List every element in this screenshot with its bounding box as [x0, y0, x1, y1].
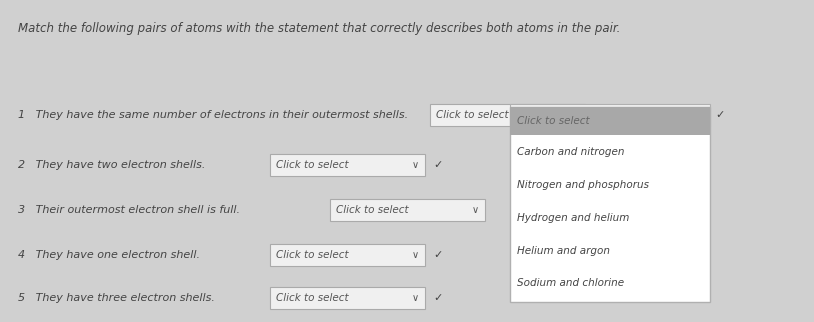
Text: Click to select: Click to select — [436, 110, 509, 120]
Text: ✓: ✓ — [433, 160, 443, 170]
Text: Click to select: Click to select — [276, 250, 348, 260]
Text: ✓: ✓ — [433, 250, 443, 260]
FancyBboxPatch shape — [510, 104, 710, 126]
Text: Match the following pairs of atoms with the statement that correctly describes b: Match the following pairs of atoms with … — [18, 22, 620, 35]
Text: ∨: ∨ — [571, 110, 579, 120]
FancyBboxPatch shape — [270, 287, 425, 309]
Text: 2   They have two electron shells.: 2 They have two electron shells. — [18, 160, 205, 170]
Text: Click to select: Click to select — [276, 160, 348, 170]
Text: Sodium and chlorine: Sodium and chlorine — [517, 279, 624, 289]
FancyBboxPatch shape — [270, 154, 425, 176]
Text: Nitrogen and phosphorus: Nitrogen and phosphorus — [517, 179, 649, 190]
Text: Click to select: Click to select — [336, 205, 409, 215]
Text: ∨: ∨ — [411, 160, 418, 170]
Text: ∨: ∨ — [471, 205, 479, 215]
Text: ✓: ✓ — [433, 293, 443, 303]
FancyBboxPatch shape — [510, 107, 710, 302]
Text: Helium and argon: Helium and argon — [517, 245, 610, 255]
Text: Hydrogen and helium: Hydrogen and helium — [517, 213, 629, 223]
Text: Click to select: Click to select — [517, 116, 589, 126]
Text: ∨: ∨ — [411, 293, 418, 303]
Text: ✓: ✓ — [716, 110, 724, 120]
Text: 4   They have one electron shell.: 4 They have one electron shell. — [18, 250, 200, 260]
Text: ✓: ✓ — [600, 110, 610, 120]
FancyBboxPatch shape — [330, 199, 485, 221]
Text: Carbon and nitrogen: Carbon and nitrogen — [517, 147, 624, 156]
FancyBboxPatch shape — [270, 244, 425, 266]
Text: 3   Their outermost electron shell is full.: 3 Their outermost electron shell is full… — [18, 205, 240, 215]
Text: Click to select: Click to select — [516, 110, 589, 120]
Text: 5   They have three electron shells.: 5 They have three electron shells. — [18, 293, 215, 303]
Text: ∨: ∨ — [411, 250, 418, 260]
FancyBboxPatch shape — [430, 104, 585, 126]
Text: Click to select: Click to select — [276, 293, 348, 303]
FancyBboxPatch shape — [510, 107, 710, 135]
Text: 1   They have the same number of electrons in their outermost shells.: 1 They have the same number of electrons… — [18, 110, 408, 120]
